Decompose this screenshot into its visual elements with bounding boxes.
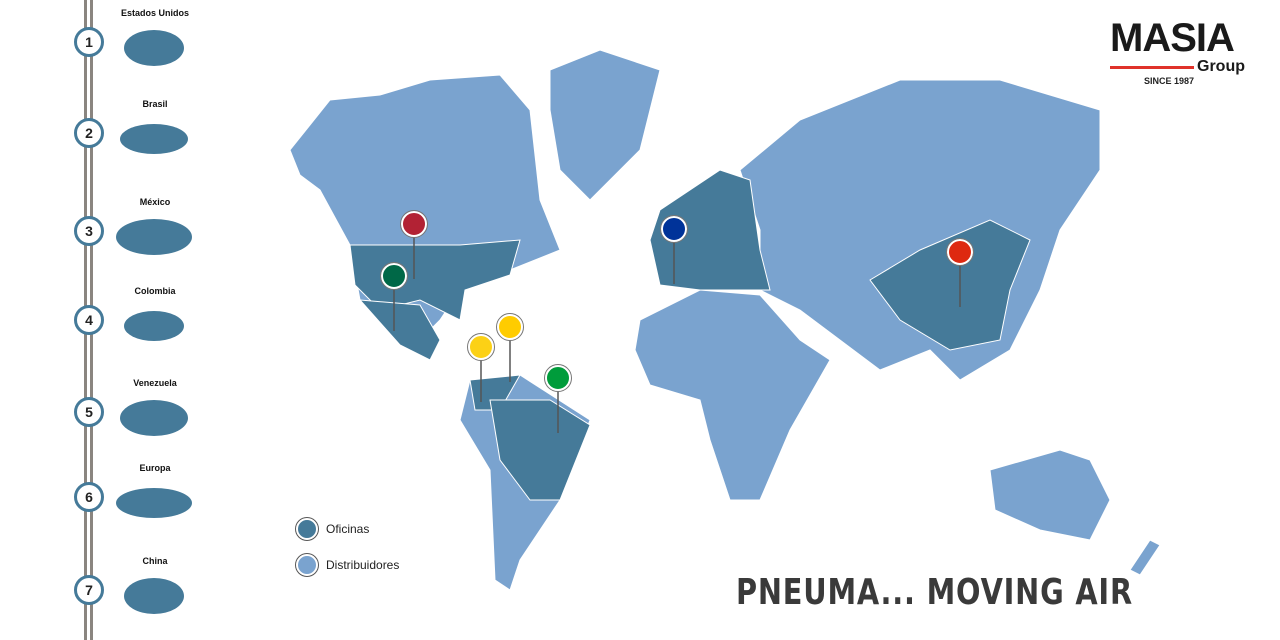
- china: [869, 219, 1031, 351]
- masia-logo: MASIA Group SINCE 1987: [1110, 18, 1245, 86]
- new-zealand: [1129, 539, 1161, 576]
- legend-label: Distribuidores: [326, 558, 400, 572]
- country-label: Estados Unidos: [120, 8, 189, 18]
- step-number: 5: [74, 397, 104, 427]
- africa: [634, 289, 831, 501]
- step-number: 7: [74, 575, 104, 605]
- distribuidores-swatch: [296, 554, 318, 576]
- country-label: China: [142, 556, 168, 566]
- legend-oficinas: Oficinas: [296, 518, 369, 540]
- step-number: 6: [74, 482, 104, 512]
- australia: [989, 449, 1111, 541]
- step-number: 2: [74, 118, 104, 148]
- country-label: Europa: [139, 463, 171, 473]
- step-number: 1: [74, 27, 104, 57]
- country-silhouette: [120, 400, 188, 436]
- logo-since: SINCE 1987: [1144, 76, 1195, 86]
- country-label: México: [139, 197, 171, 207]
- country-silhouette: [124, 30, 184, 66]
- colombia-flag-pin[interactable]: [467, 333, 495, 403]
- oficinas-swatch: [296, 518, 318, 540]
- brazil-flag-pin[interactable]: [544, 364, 572, 434]
- country-silhouette: [124, 311, 184, 341]
- country-silhouette: [124, 578, 184, 614]
- country-label: Venezuela: [133, 378, 177, 388]
- europe: [649, 169, 771, 291]
- country-label: Colombia: [134, 286, 176, 296]
- brazil: [489, 399, 591, 501]
- step-number: 3: [74, 216, 104, 246]
- legend-distribuidores: Distribuidores: [296, 554, 399, 576]
- eu-flag-pin[interactable]: [660, 215, 688, 285]
- usa-flag-pin[interactable]: [400, 210, 428, 280]
- country-label: Brasil: [142, 99, 168, 109]
- step-number: 4: [74, 305, 104, 335]
- country-silhouette: [116, 488, 192, 518]
- usa: [349, 239, 521, 321]
- greenland: [549, 49, 661, 201]
- asia: [739, 79, 1101, 381]
- slogan: PNEUMA... MOVING AIR: [736, 572, 1133, 613]
- logo-name: MASIA: [1110, 16, 1235, 60]
- country-silhouette: [120, 124, 188, 154]
- logo-sub: Group: [1197, 58, 1245, 75]
- mexico: [358, 299, 441, 361]
- legend-label: Oficinas: [326, 522, 370, 536]
- logo-bar: [1110, 65, 1194, 69]
- china-flag-pin[interactable]: [946, 238, 974, 308]
- country-silhouette: [116, 219, 192, 255]
- venezuela-flag-pin[interactable]: [496, 313, 524, 383]
- mexico-flag-pin[interactable]: [380, 262, 408, 332]
